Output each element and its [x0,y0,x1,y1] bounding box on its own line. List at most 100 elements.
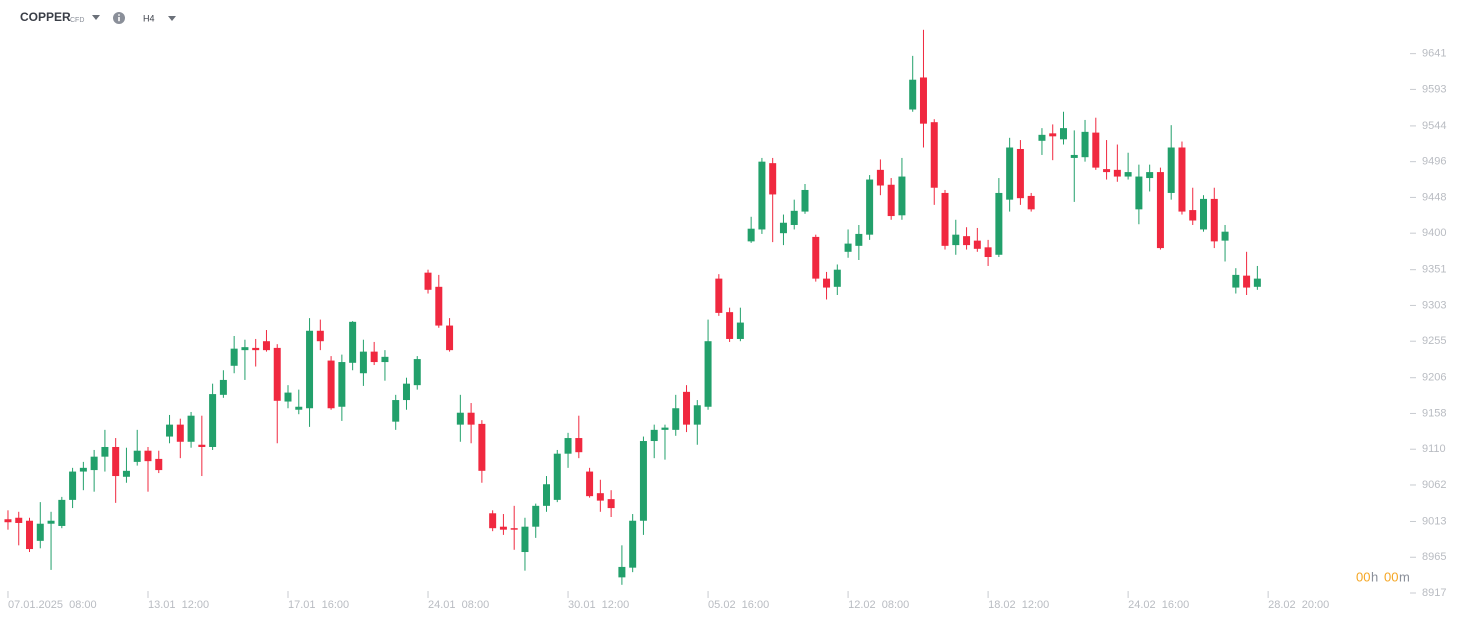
candle-body [295,406,303,410]
candle-body [4,519,12,523]
candle-body [736,322,744,339]
candle-body [553,453,561,500]
candle-body [198,444,206,447]
symbol-dropdown[interactable] [92,15,100,20]
candle-body [1113,169,1121,177]
countdown-hours-unit: h [1371,569,1378,584]
candle-body [381,356,389,363]
info-icon-glyph [118,17,120,22]
candle-body [155,458,163,471]
candle-body [1243,275,1251,288]
candle-body [166,424,174,437]
x-tick-label: 07.01.2025 08:00 [8,599,97,611]
candle-body [58,499,66,526]
candle-body [402,383,410,401]
candle-body [510,528,518,530]
candle-body [575,438,583,453]
candle-body [963,236,971,246]
candle-body [650,429,658,442]
candle-body [327,360,335,409]
candle-body [1059,128,1067,140]
candle-body [176,424,184,442]
timeframe[interactable]: H4 [143,13,155,23]
candle-body [241,347,249,351]
candle-body [435,286,443,326]
candle-body [306,330,314,409]
candle-body [726,312,734,339]
candle-body [252,347,260,351]
candle-body [1092,132,1100,168]
y-tick-label: 9400 [1422,227,1446,239]
x-tick-label: 18.02 12:00 [988,599,1049,611]
countdown-minutes-unit: m [1399,569,1410,584]
candle-body [887,184,895,217]
candle-body [338,362,346,407]
candle-body [284,392,292,402]
candle-body [661,427,669,430]
candle-body [273,347,281,401]
candle-body [758,161,766,230]
candle-body [855,233,863,246]
candle-body [1081,131,1089,158]
candle-body [747,228,755,242]
y-tick-label: 9544 [1422,120,1446,132]
candle-body [984,247,992,258]
candle-body [532,505,540,527]
y-tick-label: 8965 [1422,551,1446,563]
candle-body [424,272,432,290]
candle-body [683,391,691,425]
y-tick-label: 9062 [1422,479,1446,491]
candle-body [1124,172,1132,177]
candle-body [467,412,475,425]
y-tick-label: 9448 [1422,191,1446,203]
candle-body [262,341,270,351]
candle-body [489,513,497,529]
candle-body [564,438,572,454]
candle-body [1210,198,1218,242]
candle-body [499,526,507,530]
candle-body [219,379,227,395]
x-tick-label: 24.01 08:00 [428,599,489,611]
x-tick-label: 24.02 16:00 [1128,599,1189,611]
candle-body [941,192,949,246]
y-tick-label: 9351 [1422,264,1446,276]
candle-body [586,471,594,497]
candle-body [359,351,367,374]
y-tick-label: 9013 [1422,515,1446,527]
candle-body [607,499,615,509]
candle-body [995,192,1003,255]
y-tick-label: 8917 [1422,587,1446,599]
candle-body [1103,169,1111,173]
candle-body [1016,148,1024,199]
candle-body [101,446,109,457]
candle-body [866,179,874,235]
candle-body [1189,210,1197,221]
candle-body [833,269,841,287]
candle-body [209,394,217,447]
candle-body [909,79,917,110]
symbol[interactable]: COPPER [20,10,71,24]
candle-body [618,566,626,578]
candle-body [446,325,454,351]
candle-body [973,240,981,249]
info-icon-dot [118,14,120,16]
candle-body [769,163,777,195]
x-tick-label: 12.02 08:00 [848,599,909,611]
candle-body [1200,198,1208,230]
candle-body [187,415,195,442]
candle-body [876,169,884,186]
x-tick-label: 05.02 16:00 [708,599,769,611]
x-tick-label: 28.02 20:00 [1268,599,1329,611]
candle-body [823,278,831,288]
candle-body [413,359,421,386]
candle-body [15,517,23,523]
countdown-hours: 00 [1356,569,1370,584]
candle-body [704,341,712,407]
candle-body [69,471,77,500]
timeframe-dropdown[interactable] [168,16,176,21]
candle-body [1156,172,1164,249]
candle-body [316,330,324,342]
candle-body [1167,147,1175,193]
x-tick-label: 13.01 12:00 [148,599,209,611]
